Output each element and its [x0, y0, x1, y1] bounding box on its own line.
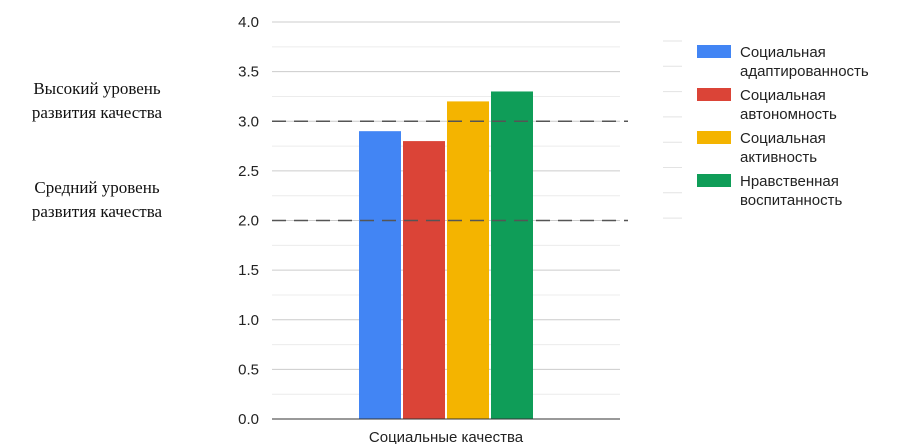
legend-swatch	[697, 45, 731, 58]
y-tick-label: 1.5	[238, 262, 259, 279]
y-axis-ticks: 0.0 0.5 1.0 1.5 2.0 2.5 3.0 3.5 4.0	[238, 14, 259, 428]
bar	[403, 141, 445, 419]
bars	[359, 91, 533, 420]
legend-label: Социальная	[740, 87, 826, 104]
level-label: развития качества	[32, 202, 163, 221]
legend-label: адаптированность	[740, 63, 869, 80]
legend-label: Социальная	[740, 130, 826, 147]
level-label: Средний уровень	[34, 178, 159, 197]
legend-label: автономность	[740, 106, 837, 123]
legend-label: Социальная	[740, 44, 826, 61]
legend-swatch	[697, 88, 731, 101]
legend: Социальная адаптированность Социальная авто…	[663, 40, 869, 219]
y-tick-label: 1.0	[238, 312, 259, 329]
y-tick-label: 0.0	[238, 411, 259, 428]
legend-swatch	[697, 174, 731, 187]
y-tick-label: 3.0	[238, 113, 259, 130]
legend-label: активность	[740, 149, 817, 166]
y-tick-label: 4.0	[238, 14, 259, 31]
legend-label: Нравственная	[740, 173, 839, 190]
y-tick-label: 2.5	[238, 163, 259, 180]
legend-swatch	[697, 131, 731, 144]
bar	[491, 91, 533, 419]
legend-label: воспитанность	[740, 192, 842, 209]
level-labels: Высокий уровень развития качества Средний …	[32, 79, 163, 221]
level-label: Высокий уровень	[33, 79, 161, 98]
bar	[447, 101, 489, 420]
y-tick-label: 3.5	[238, 64, 259, 81]
reference-lines	[272, 120, 628, 222]
y-tick-label: 0.5	[238, 361, 259, 378]
gridlines	[272, 21, 620, 395]
level-label: развития качества	[32, 103, 163, 122]
x-category-label: Социальные качества	[369, 429, 524, 444]
bar	[359, 131, 401, 420]
y-tick-label: 2.0	[238, 213, 259, 230]
